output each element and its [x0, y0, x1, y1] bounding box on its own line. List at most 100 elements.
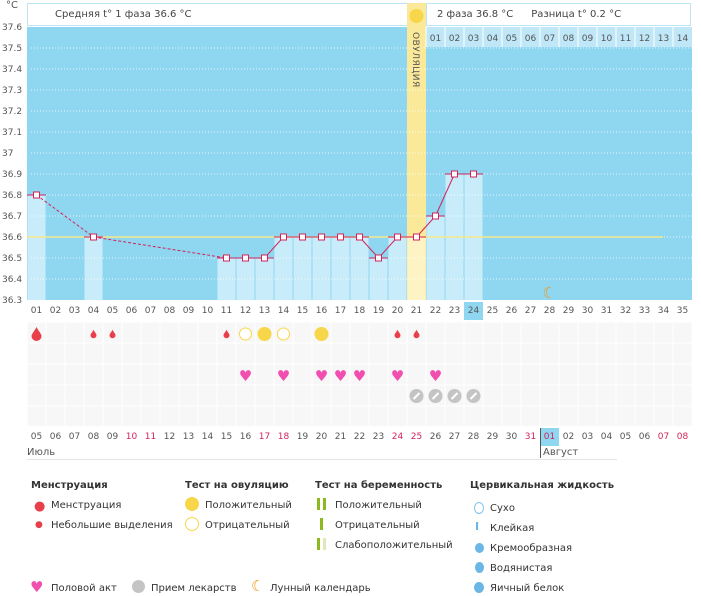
cycle-day[interactable]: 34 [657, 306, 670, 316]
cycle-day[interactable]: 15 [296, 306, 309, 316]
cycle-day[interactable]: 25 [486, 306, 499, 316]
ovulation-label: ОВУЛЯЦИЯ [410, 32, 420, 88]
date[interactable]: 08 [676, 432, 689, 442]
date[interactable]: 28 [467, 432, 480, 442]
cycle-day[interactable]: 18 [353, 306, 366, 316]
ovtest-positive-icon [314, 327, 329, 341]
date[interactable]: 25 [410, 432, 423, 442]
cycle-day[interactable]: 20 [391, 306, 404, 316]
date[interactable]: 13 [182, 432, 195, 442]
cycle-day[interactable]: 11 [220, 306, 233, 316]
cycle-day[interactable]: 26 [505, 306, 518, 316]
date[interactable]: 22 [353, 432, 366, 442]
cycle-day[interactable]: 19 [372, 306, 385, 316]
cycle-day[interactable]: 10 [201, 306, 214, 316]
next-cycle-day-label: 03 [468, 34, 479, 44]
date[interactable]: 17 [258, 432, 271, 442]
cycle-day[interactable]: 28 [543, 306, 556, 316]
cycle-day[interactable]: 13 [258, 306, 271, 316]
cycle-day[interactable]: 07 [144, 306, 157, 316]
date[interactable]: 08 [87, 432, 100, 442]
cycle-day[interactable]: 23 [448, 306, 461, 316]
date[interactable]: 03 [581, 432, 594, 442]
date[interactable]: 21 [334, 432, 347, 442]
legend-sex: Половой акт [51, 583, 117, 594]
eggwhite-icon [474, 582, 484, 593]
legend-menstruation-title: Менструация [31, 480, 108, 491]
date[interactable]: 15 [220, 432, 233, 442]
cycle-day[interactable]: 06 [125, 306, 138, 316]
cycle-day[interactable]: 05 [106, 306, 119, 316]
cycle-day[interactable]: 03 [68, 306, 81, 316]
date[interactable]: 04 [600, 432, 613, 442]
legend-ovtest-negative: Отрицательный [205, 520, 290, 531]
temperature-bar [388, 237, 407, 300]
temperature-point [375, 254, 382, 262]
date[interactable]: 27 [448, 432, 461, 442]
legend-moon: Лунный календарь [270, 583, 371, 594]
spotting-drop-icon [90, 329, 97, 339]
date-current[interactable]: 01 [540, 428, 559, 446]
moon-icon: ☾ [251, 577, 265, 595]
cycle-day[interactable]: 04 [87, 306, 100, 316]
date[interactable]: 07 [68, 432, 81, 442]
cycle-day[interactable]: 29 [562, 306, 575, 316]
legend-creamy: Кремообразная [490, 543, 573, 554]
cycle-day[interactable]: 33 [638, 306, 651, 316]
date[interactable]: 06 [638, 432, 651, 442]
legend-ovtest-positive: Положительный [205, 500, 292, 511]
cycle-day[interactable]: 35 [676, 306, 689, 316]
date[interactable]: 10 [125, 432, 138, 442]
date[interactable]: 06 [49, 432, 62, 442]
cycle-day[interactable]: 21 [410, 306, 423, 316]
date[interactable]: 07 [657, 432, 670, 442]
temperature-point [90, 233, 97, 241]
date[interactable]: 05 [30, 432, 43, 442]
cycle-day-current[interactable]: 24 [464, 302, 483, 320]
date[interactable]: 02 [562, 432, 575, 442]
cycle-day[interactable]: 09 [182, 306, 195, 316]
date[interactable]: 14 [201, 432, 214, 442]
date[interactable]: 12 [163, 432, 176, 442]
cycle-day[interactable]: 32 [619, 306, 632, 316]
ovtest-positive-icon [257, 327, 272, 341]
date[interactable]: 11 [144, 432, 157, 442]
date[interactable]: 16 [239, 432, 252, 442]
date[interactable]: 19 [296, 432, 309, 442]
y-tick-label: 36.4 [2, 275, 22, 285]
date[interactable]: 24 [391, 432, 404, 442]
marks-background [27, 322, 692, 426]
diff-text: Разница t° 0.2 °C [531, 9, 622, 20]
legend-spotting: Небольшие выделения [51, 520, 173, 531]
pill-icon [132, 580, 145, 593]
moon-icon: ☾ [543, 284, 556, 302]
cycle-day[interactable]: 02 [49, 306, 62, 316]
cycle-day[interactable]: 22 [429, 306, 442, 316]
heart-icon: ♥ [239, 367, 252, 385]
date[interactable]: 30 [505, 432, 518, 442]
temperature-point [33, 191, 40, 199]
date[interactable]: 20 [315, 432, 328, 442]
date[interactable]: 23 [372, 432, 385, 442]
cycle-day[interactable]: 17 [334, 306, 347, 316]
date[interactable]: 29 [486, 432, 499, 442]
cycle-day[interactable]: 31 [600, 306, 613, 316]
cycle-day[interactable]: 14 [277, 306, 290, 316]
cycle-day[interactable]: 30 [581, 306, 594, 316]
date[interactable]: 18 [277, 432, 290, 442]
temperature-bar [27, 195, 46, 300]
cycle-day[interactable]: 16 [315, 306, 328, 316]
date[interactable]: 26 [429, 432, 442, 442]
cycle-day[interactable]: 27 [524, 306, 537, 316]
cycle-day[interactable]: 12 [239, 306, 252, 316]
cycle-day[interactable]: 08 [163, 306, 176, 316]
date[interactable]: 31 [524, 432, 537, 442]
y-tick-label: 37.1 [2, 128, 22, 138]
ovtest-negative-icon [239, 327, 252, 341]
date[interactable]: 09 [106, 432, 119, 442]
temperature-bar [426, 216, 445, 300]
cycle-day[interactable]: 01 [30, 306, 43, 316]
ovtest-negative-icon [185, 517, 199, 531]
date[interactable]: 05 [619, 432, 632, 442]
legend-watery: Водянистая [490, 563, 553, 574]
